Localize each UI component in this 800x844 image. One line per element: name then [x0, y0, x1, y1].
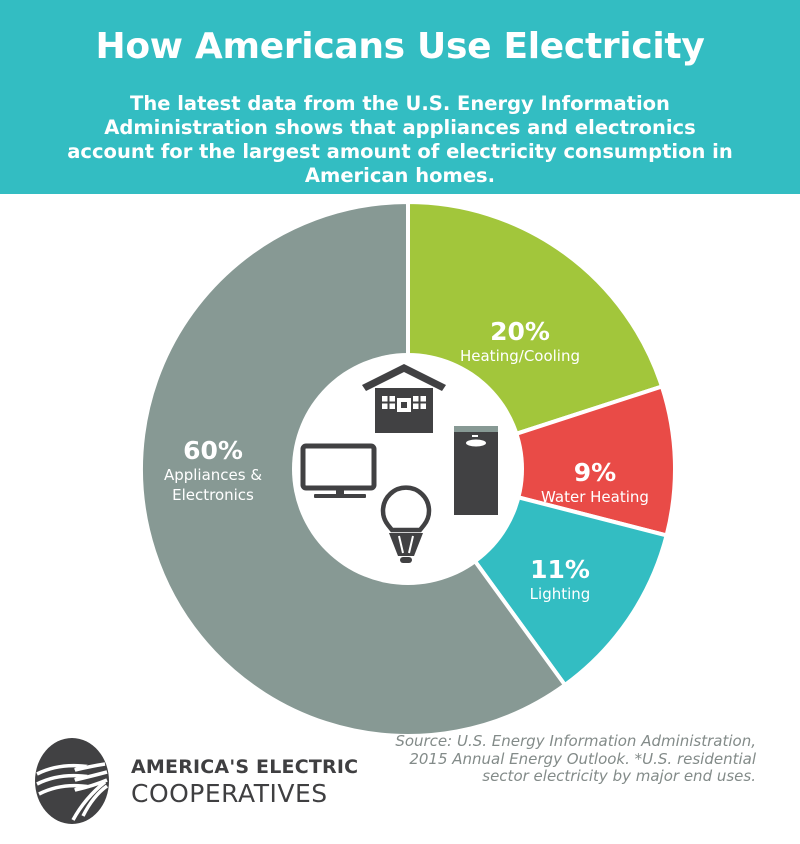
americas-electric-cooperatives-logo: AMERICA'S ELECTRIC COOPERATIVES — [27, 736, 358, 826]
slice-label-heating-cooling: 20% Heating/Cooling — [459, 317, 581, 366]
slice-label-lighting: 11% Lighting — [529, 555, 591, 604]
chart-subtitle: The latest data from the U.S. Energy Inf… — [67, 92, 733, 187]
house-icon — [362, 364, 446, 433]
television-icon — [300, 443, 377, 498]
water-heater-icon — [454, 426, 498, 515]
slice-label-water-heating: 9% Water Heating — [541, 458, 649, 507]
header-banner: How Americans Use Electricity The latest… — [0, 0, 800, 194]
light-bulb-icon — [380, 485, 432, 563]
source-note: Source: U.S. Energy Information Administ… — [395, 732, 756, 785]
slice-water-heating — [400, 383, 677, 538]
slice-label-appliances-electronics: 60% Appliances & Electronics — [163, 436, 263, 505]
cooperative-logo-icon — [35, 738, 109, 824]
chart-title: How Americans Use Electricity — [95, 26, 705, 67]
donut-hole — [292, 353, 524, 585]
